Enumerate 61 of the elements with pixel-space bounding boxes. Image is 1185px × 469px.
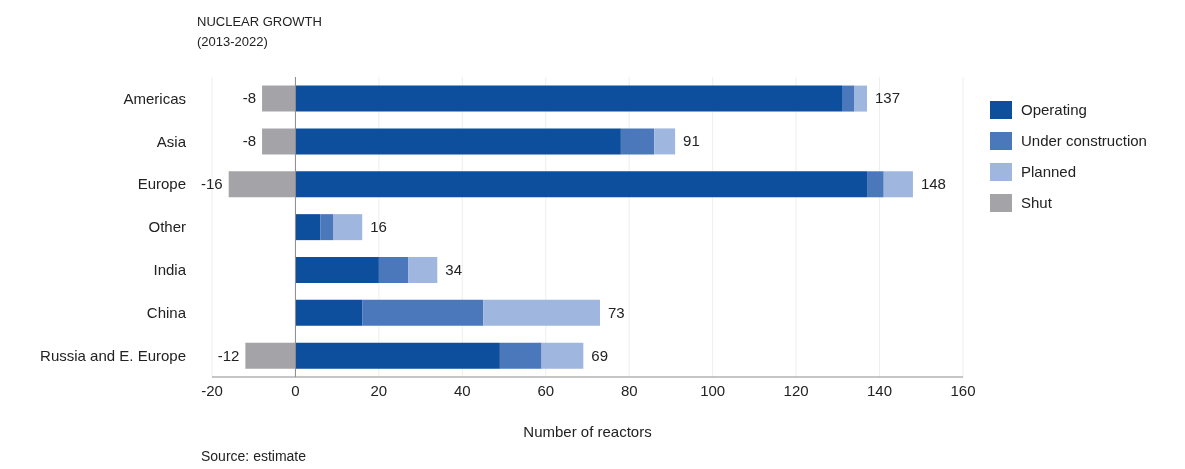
bar <box>262 85 296 112</box>
bar <box>295 85 843 112</box>
bar <box>867 171 884 198</box>
bar <box>228 171 296 198</box>
x-tick-label: 100 <box>700 381 726 399</box>
y-tick-label: Americas <box>123 89 186 107</box>
chart-title: NUCLEAR GROWTH <box>197 13 322 31</box>
chart-subtitle: (2013-2022) <box>197 33 269 51</box>
annotation: 137 <box>875 89 901 107</box>
bar <box>295 342 500 369</box>
bar <box>854 85 868 112</box>
x-tick-label: 40 <box>453 381 471 399</box>
x-tick-label: 0 <box>291 381 300 399</box>
y-tick-label: Other <box>148 218 186 236</box>
x-tick-label: 160 <box>950 381 976 399</box>
bar <box>295 171 868 198</box>
bar <box>295 128 621 155</box>
bar <box>262 128 296 155</box>
data-label: -16 <box>201 175 223 193</box>
annotation: 91 <box>683 132 700 150</box>
bar <box>883 171 913 198</box>
data-label: -12 <box>217 346 240 364</box>
bar <box>332 214 363 241</box>
annotation: 16 <box>370 218 387 235</box>
legend-label: Planned <box>1021 163 1077 180</box>
annotation: 73 <box>608 303 625 321</box>
x-tick-label: 120 <box>783 381 809 399</box>
legend-label: Shut <box>1021 194 1052 211</box>
data-label: -8 <box>242 89 257 107</box>
legend-label: Under construction <box>1021 132 1147 149</box>
y-tick-label: Europe <box>137 175 186 193</box>
data-label: -8 <box>242 132 257 150</box>
x-tick-label: 60 <box>537 381 555 399</box>
bar <box>378 257 409 283</box>
annotation: 34 <box>445 260 462 278</box>
bar <box>483 299 601 326</box>
x-axis-title: Number of reactors <box>523 423 652 440</box>
annotation: 69 <box>591 346 609 364</box>
bar <box>408 257 438 283</box>
bar <box>499 342 542 369</box>
legend-label: Operating <box>1021 101 1087 118</box>
source-note: Source: estimate <box>201 448 307 464</box>
bar <box>295 214 321 241</box>
bar <box>362 299 484 326</box>
x-tick-label: -20 <box>201 381 223 399</box>
bar <box>842 85 855 112</box>
y-tick-label: Russia and E. Europe <box>40 346 186 364</box>
y-tick-label: India <box>153 261 187 279</box>
x-tick-label: 20 <box>370 381 388 399</box>
y-tick-label: China <box>146 304 187 322</box>
bar <box>654 128 676 155</box>
bar <box>620 128 655 155</box>
bar <box>295 299 363 326</box>
bar <box>295 257 379 283</box>
y-tick-label: Asia <box>156 132 187 150</box>
bar <box>541 342 584 369</box>
x-tick-label: 80 <box>620 381 638 399</box>
x-tick-label: 140 <box>867 381 893 399</box>
bar <box>320 214 333 241</box>
bar <box>245 342 296 369</box>
annotation: 148 <box>920 175 946 193</box>
